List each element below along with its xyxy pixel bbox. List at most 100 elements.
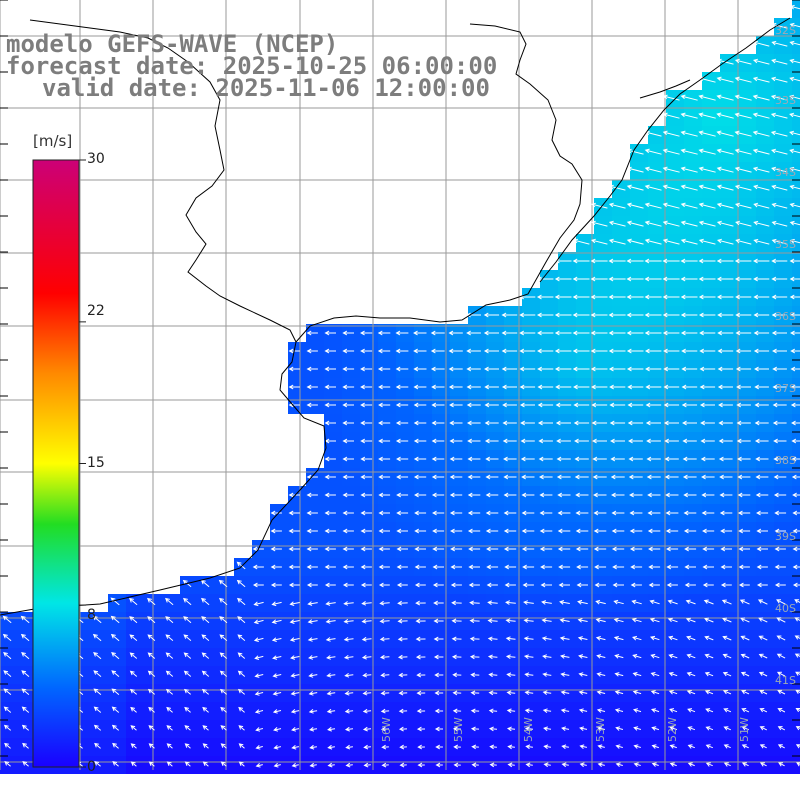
wind-vector-arrow (572, 348, 590, 354)
wind-vector-arrow (645, 384, 662, 390)
wind-vector-arrow (396, 546, 408, 552)
colorbar-units: [m/s] (33, 132, 73, 150)
wind-vector-arrow (398, 672, 408, 678)
wind-vector-arrow (524, 672, 534, 678)
wind-vector-arrow (574, 438, 589, 444)
wind-vector-arrow (325, 601, 336, 606)
wind-vector-arrow (591, 402, 608, 408)
wind-vector-arrow (698, 238, 716, 245)
wind-vector-arrow (414, 492, 427, 498)
latitude-label: 33S (775, 94, 796, 107)
wind-vector-arrow (703, 599, 714, 605)
wind-vector-arrow (771, 312, 788, 318)
wind-vector-arrow (633, 726, 642, 731)
wind-vector-arrow (523, 618, 534, 623)
wind-vector-arrow (772, 348, 787, 354)
wind-vector-arrow (649, 599, 660, 605)
wind-vector-arrow (754, 384, 769, 390)
latitude-label: 37S (775, 382, 796, 395)
wind-vector-arrow (561, 762, 569, 768)
wind-vector-arrow (220, 743, 227, 749)
wind-vector-arrow (734, 276, 752, 282)
wind-vector-arrow (414, 546, 426, 552)
wind-vector-arrow (148, 761, 155, 767)
wind-vector-arrow (344, 708, 354, 714)
wind-vector-arrow (201, 670, 210, 677)
wind-vector-arrow (777, 689, 786, 695)
wind-vector-arrow (698, 312, 716, 318)
wind-vector-arrow (469, 654, 480, 660)
wind-vector-arrow (792, 546, 800, 552)
wind-vector-arrow (378, 456, 391, 462)
wind-vector-arrow (380, 672, 390, 678)
wind-vector-arrow (789, 202, 800, 208)
wind-vector-arrow (590, 294, 608, 300)
wind-vector-arrow (756, 510, 769, 516)
wind-vector-arrow (610, 456, 625, 462)
wind-vector-arrow (626, 202, 644, 209)
wind-vector-arrow (789, 258, 800, 264)
wind-vector-arrow (324, 384, 336, 390)
wind-vector-arrow (718, 420, 733, 426)
wind-vector-arrow (734, 130, 752, 137)
wind-vector-arrow (771, 276, 788, 282)
wind-vector-arrow (753, 348, 770, 354)
wind-vector-arrow (632, 635, 642, 641)
wind-vector-arrow (503, 546, 517, 552)
wind-vector-arrow (362, 726, 372, 732)
wind-vector-arrow (593, 546, 607, 552)
wind-vector-arrow (361, 654, 372, 660)
wind-vector-arrow (236, 597, 246, 606)
wind-vector-arrow (487, 654, 498, 660)
wind-vector-arrow (360, 456, 373, 462)
wind-vector-arrow (771, 184, 788, 191)
wind-vector-arrow (253, 619, 264, 625)
wind-vector-arrow (237, 616, 246, 624)
wind-vector-arrow (291, 745, 299, 750)
wind-vector-arrow (343, 636, 354, 642)
wind-vector-arrow (738, 546, 750, 552)
wind-vector-arrow (110, 633, 120, 642)
wind-vector-arrow (344, 726, 354, 732)
wind-vector-arrow (700, 420, 715, 426)
wind-vector-arrow (554, 294, 572, 300)
wind-vector-arrow (485, 456, 499, 462)
wind-vector-arrow (519, 366, 536, 372)
wind-vector-arrow (590, 202, 608, 209)
wind-vector-arrow (647, 510, 661, 516)
wind-vector-arrow (680, 202, 698, 209)
wind-vector-arrow (573, 238, 590, 245)
wind-vector-arrow (644, 202, 662, 209)
wind-vector-arrow (632, 654, 642, 659)
wind-vector-arrow (254, 691, 264, 696)
wind-vector-arrow (590, 366, 608, 372)
wind-vector-arrow (608, 276, 626, 282)
wind-vector-arrow (662, 294, 680, 300)
wind-vector-arrow (416, 726, 426, 732)
wind-vector-arrow (771, 330, 787, 336)
wind-vector-arrow (324, 510, 336, 516)
wind-vector-arrow (129, 616, 138, 624)
wind-vector-arrow (626, 294, 644, 300)
wind-vector-arrow (592, 474, 607, 480)
coastline (0, 17, 791, 616)
wind-vector-arrow (325, 637, 336, 642)
wind-vector-arrow (451, 600, 462, 606)
wind-speed-cell (792, 666, 800, 684)
wind-vector-arrow (502, 438, 517, 444)
wind-vector-arrow (324, 330, 336, 336)
wind-vector-arrow (682, 456, 697, 462)
wind-vector-arrow (680, 330, 698, 336)
wind-vector-arrow (597, 762, 605, 767)
wind-vector-arrow (360, 330, 373, 336)
wind-vector-arrow (487, 600, 498, 606)
wind-vector-arrow (201, 616, 210, 624)
wind-vector-arrow (94, 742, 101, 749)
wind-vector-arrow (381, 762, 389, 768)
wind-vector-arrow (682, 474, 697, 480)
wind-vector-arrow (111, 652, 120, 660)
wind-vector-arrow (629, 528, 643, 534)
wind-vector-arrow (702, 564, 714, 570)
wind-vector-arrow (685, 599, 696, 605)
wind-vector-arrow (789, 130, 800, 136)
